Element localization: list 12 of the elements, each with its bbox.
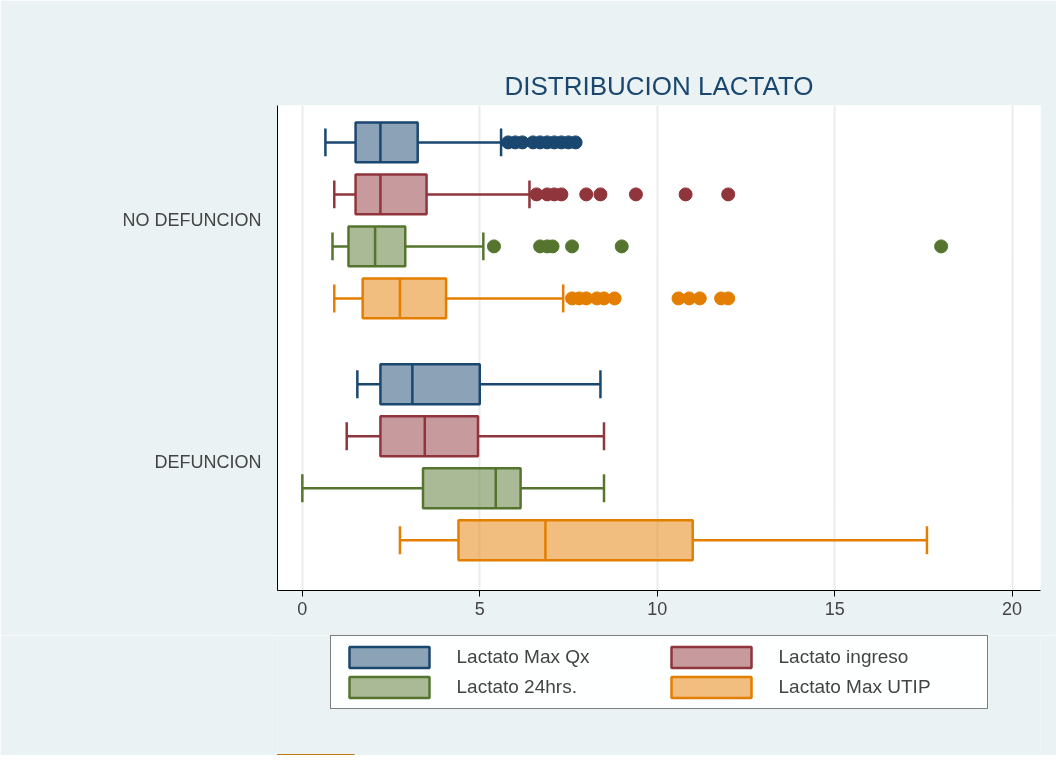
legend-label: Lactato Max UTIP bbox=[778, 676, 932, 698]
legend-label: Lactato Max Qx bbox=[456, 646, 591, 668]
chart-title: DISTRIBUCION LACTATO bbox=[504, 70, 814, 101]
x-tick-label: 20 bbox=[1002, 598, 1023, 619]
x-tick-label: 10 bbox=[647, 598, 668, 619]
y-tick-label: NO DEFUNCION bbox=[122, 210, 262, 231]
legend-label: Lactato ingreso bbox=[778, 646, 910, 668]
x-tick-label: 0 bbox=[297, 598, 308, 619]
y-tick-label: DEFUNCION bbox=[154, 452, 262, 473]
legend-label: Lactato 24hrs. bbox=[456, 676, 578, 698]
x-tick-label: 15 bbox=[824, 598, 845, 619]
x-tick-label: 5 bbox=[474, 598, 485, 619]
